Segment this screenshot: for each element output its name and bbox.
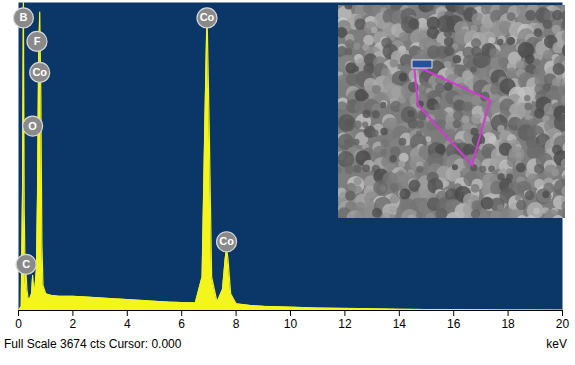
svg-text:12: 12	[338, 317, 352, 331]
svg-text:F: F	[34, 35, 41, 47]
svg-text:0: 0	[15, 317, 22, 331]
svg-text:Co: Co	[32, 66, 47, 78]
svg-text:8: 8	[233, 317, 240, 331]
svg-text:C: C	[22, 258, 30, 270]
svg-text:Co: Co	[219, 235, 234, 247]
svg-text:18: 18	[501, 317, 515, 331]
html-text:Full Scale 3674 cts Cursor: 0.: Full Scale 3674 cts Cursor: 0.000	[4, 337, 182, 351]
svg-text:20: 20	[556, 317, 570, 331]
svg-text:16: 16	[447, 317, 461, 331]
svg-text:14: 14	[393, 317, 407, 331]
svg-text:4: 4	[124, 317, 131, 331]
svg-text:Co: Co	[200, 11, 215, 23]
svg-text:O: O	[28, 120, 37, 132]
html-text:keV: keV	[546, 337, 567, 351]
svg-text:2: 2	[70, 317, 77, 331]
svg-text:6: 6	[178, 317, 185, 331]
svg-text:B: B	[19, 11, 27, 23]
svg-text:10: 10	[284, 317, 298, 331]
